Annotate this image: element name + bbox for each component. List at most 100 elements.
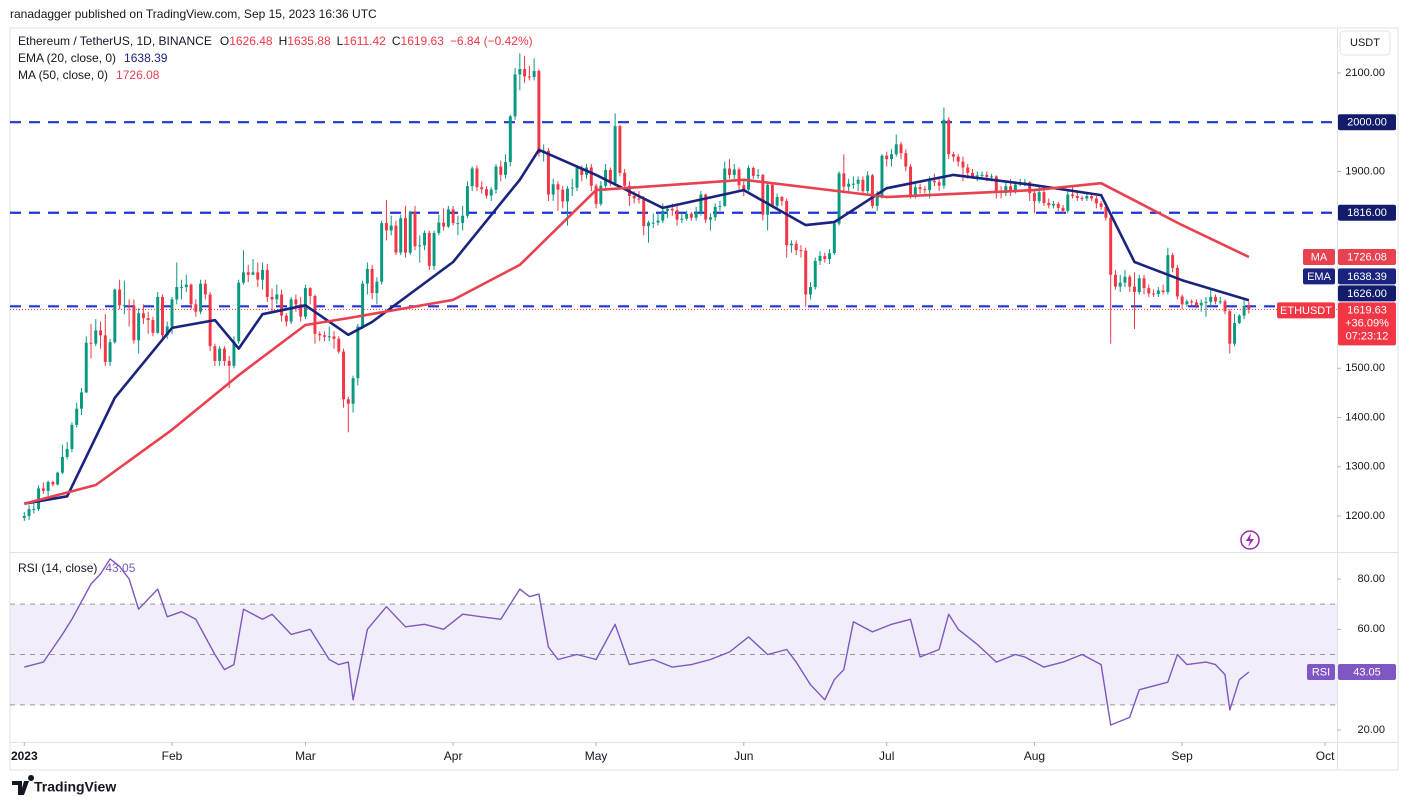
candle-body	[199, 283, 203, 312]
candle-body	[332, 336, 336, 339]
candle-body	[775, 197, 779, 206]
candle-body	[1161, 290, 1165, 293]
candle-body	[556, 184, 560, 190]
candle-body	[246, 272, 250, 275]
candle-body	[1133, 286, 1136, 293]
ohlc-value: 1619.63	[401, 34, 445, 48]
candle-body	[1242, 306, 1246, 316]
candle-body	[870, 175, 874, 206]
candle-body	[975, 175, 979, 177]
candle-body	[1118, 282, 1122, 287]
candle-body	[666, 208, 670, 211]
candle-body	[380, 223, 384, 282]
rsi-value-label: 43.05	[1353, 666, 1381, 678]
candle-body	[1228, 311, 1232, 344]
rsi-value: 43.05	[105, 561, 135, 575]
candle-body	[508, 116, 512, 163]
candle-body	[89, 342, 93, 344]
candle-body	[423, 232, 427, 246]
candle-body	[113, 289, 117, 343]
candle-body	[465, 186, 469, 216]
candle-body	[275, 294, 279, 300]
candle-body	[108, 342, 112, 362]
currency-label[interactable]: USDT	[1350, 37, 1380, 49]
candle-body	[1037, 192, 1041, 201]
candle-body	[318, 333, 322, 336]
candle-body	[928, 180, 932, 191]
candle-body	[918, 187, 922, 190]
candle-body	[203, 283, 207, 295]
candle-body	[437, 222, 441, 233]
symbol-tag-text: ETHUSDT	[1280, 305, 1332, 317]
candle-body	[1190, 301, 1194, 303]
candle-body	[966, 167, 970, 173]
candle-body	[141, 313, 145, 319]
y-tick-label: 1500.00	[1345, 362, 1385, 374]
alert-icon[interactable]	[1240, 530, 1260, 550]
rsi-tick-label: 80.00	[1357, 573, 1385, 585]
price-label-tag	[1303, 249, 1335, 266]
candle-body	[656, 220, 660, 223]
candle-body	[904, 153, 908, 167]
candle-body	[1180, 296, 1184, 305]
candle-body	[1152, 293, 1156, 295]
axes: 2023 Feb Mar Apr May Jun Jul Aug Sep Oct 1200.00 13…	[11, 67, 1396, 763]
candle-body	[299, 304, 303, 317]
candle-body	[675, 210, 679, 220]
candle-body	[532, 71, 536, 77]
candle-body	[823, 256, 827, 260]
candle-body	[561, 189, 565, 202]
candle-body	[1071, 194, 1075, 197]
candle-body	[551, 184, 555, 195]
candle-body	[270, 296, 274, 300]
candle-body	[894, 144, 898, 155]
candle-body	[737, 169, 741, 186]
candle-body	[22, 515, 26, 518]
candle-body	[699, 194, 703, 212]
candle-body	[723, 168, 727, 206]
ohlc-value: 1611.42	[343, 34, 386, 48]
price-label: 1816.00	[1347, 207, 1387, 219]
candle-body	[60, 456, 64, 473]
currency-button[interactable]	[1339, 30, 1391, 56]
candle-body	[170, 299, 174, 327]
candle-body	[399, 218, 403, 253]
candle-body	[951, 154, 955, 157]
ohlc-key: C	[392, 34, 401, 48]
price-label: 1726.08	[1347, 251, 1387, 263]
rsi-name: RSI (14, close)	[18, 561, 97, 575]
candle-body	[165, 326, 169, 336]
candle-body	[1113, 274, 1117, 287]
candle-body	[761, 174, 765, 215]
rsi-tick-label: 60.00	[1357, 623, 1385, 635]
indicator-legend: MA (50, close, 0) 1726.08	[18, 68, 160, 82]
alert-bolt	[1246, 533, 1254, 547]
x-tick-label: May	[585, 749, 608, 763]
price-label-tag-text: MA	[1311, 251, 1328, 263]
candle-body	[356, 326, 360, 379]
ohlc-value: 1626.48	[229, 34, 273, 48]
candle-body	[704, 194, 708, 220]
candle-body	[1237, 315, 1241, 324]
brand-icon	[12, 775, 35, 795]
candle-body	[489, 189, 493, 196]
candle-body	[851, 183, 855, 185]
candle-body	[527, 76, 531, 78]
candle-body	[809, 287, 812, 295]
candle-body	[189, 284, 193, 305]
candle-body	[856, 179, 860, 184]
candle-body	[961, 161, 965, 168]
candle-body	[1032, 193, 1036, 201]
candle-body	[618, 126, 622, 173]
chart-frame	[9, 27, 1399, 771]
candle-body	[708, 217, 712, 220]
candle-body	[804, 250, 808, 295]
candle-body	[151, 320, 155, 333]
candle-body	[537, 71, 541, 154]
candle-body	[608, 169, 612, 184]
candle-body	[932, 180, 936, 183]
candle-body	[137, 313, 141, 341]
candle-body	[1004, 186, 1008, 194]
candle-body	[837, 173, 841, 224]
